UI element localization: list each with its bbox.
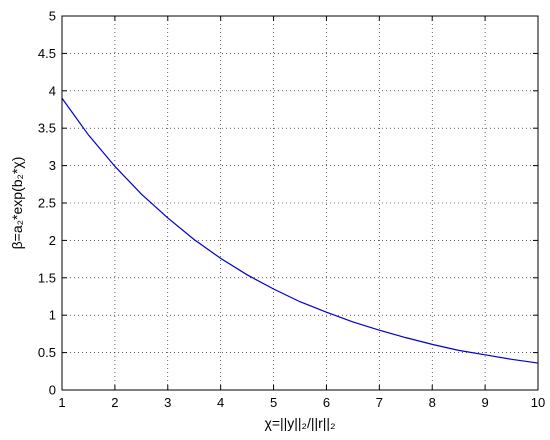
y-tick-label: 2 <box>49 233 56 248</box>
y-tick-label: 0.5 <box>38 345 56 360</box>
x-tick-label: 4 <box>217 395 224 410</box>
y-tick-label: 1.5 <box>38 270 56 285</box>
grid-lines <box>62 16 538 390</box>
x-tick-label: 7 <box>376 395 383 410</box>
y-tick-label: 2.5 <box>38 196 56 211</box>
y-tick-label: 3 <box>49 158 56 173</box>
series-line <box>61 97 539 364</box>
y-tick-label: 4 <box>49 83 56 98</box>
x-tick-label: 6 <box>323 395 330 410</box>
y-tick-label: 5 <box>49 9 56 24</box>
y-tick-label: 1 <box>49 308 56 323</box>
x-tick-label: 8 <box>429 395 436 410</box>
series-layer <box>61 97 539 364</box>
axis-ticks: 1 2 3 4 5 6 7 8 9 10 0 0.5 1 1.5 2 2.5 3 3.5 4 4.5 5 <box>38 9 545 411</box>
y-tick-label: 0 <box>49 383 56 398</box>
y-axis-label: β=a₂*exp(b₂*χ) <box>9 157 25 250</box>
y-tick-label: 3.5 <box>38 121 56 136</box>
x-tick-label: 1 <box>58 395 65 410</box>
x-tick-label: 9 <box>481 395 488 410</box>
x-tick-label: 2 <box>111 395 118 410</box>
y-tick-label: 4.5 <box>38 46 56 61</box>
x-tick-label: 5 <box>270 395 277 410</box>
x-tick-label: 10 <box>531 395 545 410</box>
x-tick-label: 3 <box>164 395 171 410</box>
x-axis-label: χ=||y||₂/||r||₂ <box>264 415 335 431</box>
